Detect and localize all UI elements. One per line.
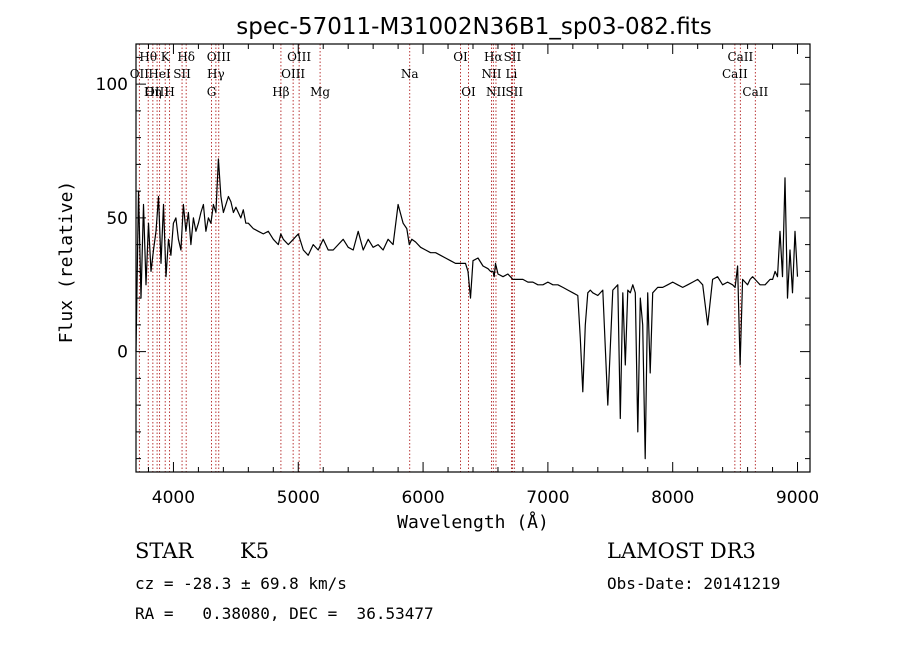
- x-axis-label: Wavelength (Å): [397, 511, 549, 533]
- line-label: Mg: [310, 85, 330, 99]
- line-label: Li: [506, 67, 518, 81]
- line-label: OII: [130, 67, 150, 81]
- line-label: Hα: [484, 50, 503, 64]
- y-tick-label: 50: [106, 209, 128, 229]
- x-tick-label: 5000: [277, 488, 320, 508]
- line-label: HeI: [148, 67, 171, 81]
- line-label: SII: [505, 85, 523, 99]
- obs-date: Obs-Date: 20141219: [607, 574, 781, 593]
- axis-ticks: 4000 5000 6000 7000 8000 9000 0 50 100: [96, 44, 819, 508]
- coordinates: RA = 0.38080, DEC = 36.53477: [135, 604, 434, 623]
- subclass: K5: [240, 539, 270, 563]
- line-label: NII: [486, 85, 506, 99]
- line-label: OIII: [145, 85, 169, 99]
- object-class: STAR: [135, 539, 194, 563]
- x-tick-label: 7000: [526, 488, 569, 508]
- line-label: OI: [453, 50, 468, 64]
- line-label: Hδ: [177, 50, 195, 64]
- line-label: SII: [504, 50, 522, 64]
- x-tick-label: 8000: [651, 488, 694, 508]
- line-label: Na: [401, 67, 419, 81]
- line-label: NII: [481, 67, 501, 81]
- line-label: Hθ: [139, 50, 157, 64]
- survey-name: LAMOST DR3: [607, 539, 756, 563]
- y-tick-label: 100: [96, 75, 128, 95]
- line-label: G: [207, 85, 217, 99]
- line-label: OIII: [287, 50, 311, 64]
- line-label: OIII: [207, 50, 231, 64]
- line-label: SII: [173, 67, 191, 81]
- spectrum-line: [135, 158, 799, 460]
- x-tick-label: 6000: [401, 488, 444, 508]
- line-label: OI: [461, 85, 476, 99]
- line-label: Hγ: [207, 67, 225, 81]
- line-label: CaII: [742, 85, 768, 99]
- y-axis-label: Flux (relative): [56, 181, 77, 344]
- x-tick-label: 9000: [776, 488, 819, 508]
- line-label: Hη: [144, 85, 162, 99]
- spectrum-chart: spec-57011-M31002N36B1_sp03-082.fits Hθ O…: [56, 14, 819, 533]
- emission-line-markers: [138, 44, 756, 472]
- x-tick-label: 4000: [152, 488, 195, 508]
- line-label: CaII: [727, 50, 753, 64]
- line-label: OIII: [281, 67, 305, 81]
- chart-title: spec-57011-M31002N36B1_sp03-082.fits: [236, 14, 711, 40]
- line-label: Hβ: [272, 85, 289, 99]
- line-label: CaII: [722, 67, 748, 81]
- plot-frame: [135, 43, 811, 473]
- redshift-value: cz = -28.3 ± 69.8 km/s: [135, 574, 347, 593]
- y-tick-label: 0: [117, 343, 128, 363]
- line-label: H: [164, 85, 174, 99]
- line-label: K: [161, 50, 171, 64]
